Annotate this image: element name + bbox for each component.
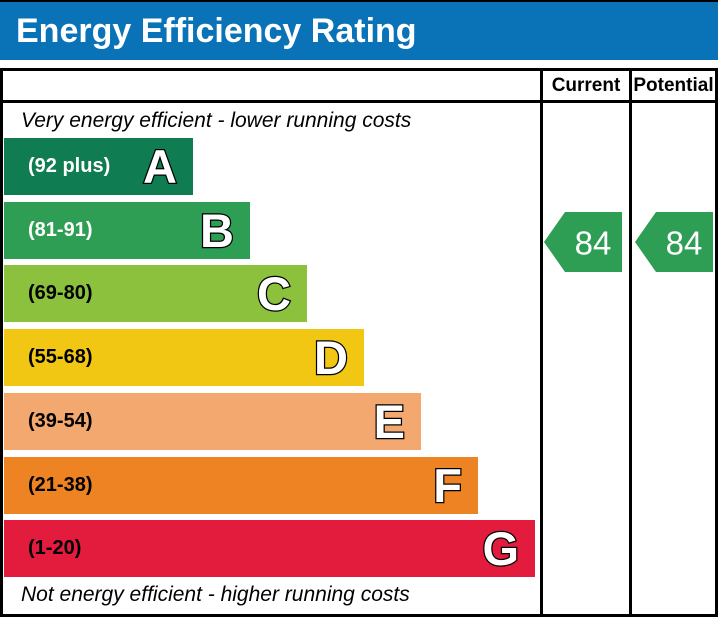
band-range-label: (21-38) bbox=[28, 474, 93, 496]
band-range-label: (55-68) bbox=[28, 346, 93, 368]
band-row-d: (55-68) D bbox=[4, 329, 364, 386]
current-rating-arrow: 84 bbox=[544, 212, 622, 272]
band-row-b: (81-91) B bbox=[4, 202, 250, 259]
energy-rating-chart: Current Potential Very energy efficient … bbox=[0, 68, 718, 617]
band-letter: B bbox=[199, 204, 235, 257]
band-range-label: (39-54) bbox=[28, 410, 93, 432]
band-row-g: (1-20) G bbox=[4, 520, 535, 577]
band-row-e: (39-54) E bbox=[4, 393, 421, 450]
top-note: Very energy efficient - lower running co… bbox=[21, 109, 412, 132]
page-title: Energy Efficiency Rating bbox=[16, 11, 417, 50]
band-letter: F bbox=[432, 459, 463, 512]
bottom-note: Not energy efficient - higher running co… bbox=[21, 583, 410, 606]
arrow-shape bbox=[635, 212, 713, 272]
band-letter: A bbox=[142, 140, 178, 193]
column-header-potential: Potential bbox=[633, 74, 714, 96]
potential-rating-arrow: 84 bbox=[635, 212, 713, 272]
title-bar: Energy Efficiency Rating bbox=[0, 2, 718, 60]
top-border-line bbox=[0, 0, 718, 2]
band-range-label: (1-20) bbox=[28, 537, 82, 559]
band-letter: D bbox=[313, 331, 349, 384]
band-row-a: (92 plus) A bbox=[4, 138, 193, 195]
band-range-label: (92 plus) bbox=[28, 155, 111, 177]
current-rating-value: 84 bbox=[575, 225, 612, 262]
column-header-current: Current bbox=[551, 74, 621, 96]
band-range-label: (69-80) bbox=[28, 282, 93, 304]
column-divider-potential bbox=[629, 71, 632, 614]
band-letter: C bbox=[256, 267, 292, 320]
band-letter: E bbox=[372, 395, 406, 448]
band-range-label: (81-91) bbox=[28, 219, 93, 241]
arrow-shape bbox=[544, 212, 622, 272]
left-arrow-icon: 84 bbox=[544, 212, 622, 272]
potential-rating-value: 84 bbox=[666, 225, 703, 262]
column-divider-current bbox=[540, 71, 543, 614]
left-arrow-icon: 84 bbox=[635, 212, 713, 272]
header-underline bbox=[3, 100, 715, 103]
band-row-c: (69-80) C bbox=[4, 265, 307, 322]
band-letter: G bbox=[481, 522, 520, 575]
band-row-f: (21-38) F bbox=[4, 457, 478, 514]
